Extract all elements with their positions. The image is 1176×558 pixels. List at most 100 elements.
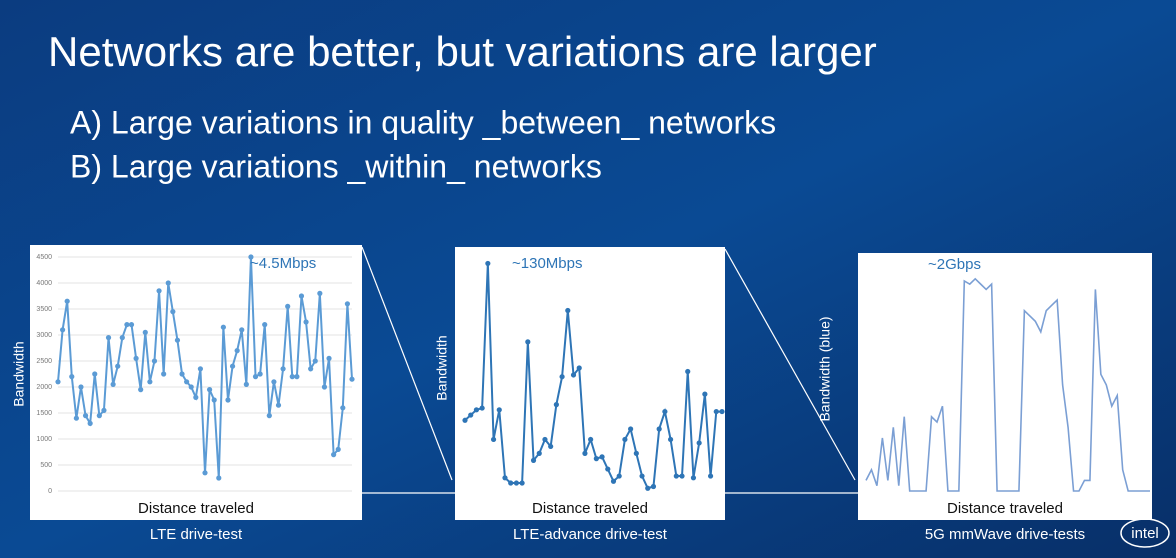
point (147, 379, 153, 385)
point (156, 288, 162, 294)
chart-panel (455, 247, 725, 520)
point (513, 480, 520, 486)
series-line (464, 263, 722, 490)
point (179, 371, 185, 377)
point (184, 379, 190, 385)
y-tick-label: 4500 (36, 254, 52, 261)
caption: 5G mmWave drive-tests (925, 526, 1085, 543)
point (138, 387, 144, 393)
point (565, 307, 571, 314)
point (690, 475, 697, 481)
point (485, 260, 491, 267)
point (570, 372, 577, 378)
point (105, 335, 112, 341)
point (502, 475, 508, 481)
point (335, 446, 341, 452)
point (656, 426, 662, 432)
point (197, 366, 204, 372)
point (174, 337, 181, 343)
point (92, 371, 98, 377)
point (679, 473, 685, 479)
point (702, 391, 708, 397)
point (211, 397, 217, 403)
point (193, 394, 199, 400)
logo-text: intel (1131, 525, 1159, 542)
y-tick-label: 3000 (36, 332, 52, 339)
point (142, 329, 148, 335)
point (696, 440, 702, 446)
y-axis-label: Bandwidth (434, 335, 450, 400)
point: B) Large variations _within_ networks (70, 148, 602, 184)
point (525, 339, 531, 345)
point (128, 322, 135, 328)
point (650, 483, 657, 490)
point (668, 436, 674, 443)
point (645, 485, 651, 491)
point (312, 358, 318, 364)
point (616, 473, 622, 479)
point (257, 371, 263, 377)
slide-title: Networks are better, but variations are … (48, 28, 877, 75)
point (326, 355, 332, 361)
chart-panel (30, 245, 362, 520)
y-tick-label: 2000 (36, 384, 52, 391)
point (216, 475, 222, 481)
point (298, 293, 305, 299)
y-axis-label: Bandwidth (11, 341, 27, 406)
point (605, 466, 611, 472)
point (133, 355, 139, 361)
point (294, 374, 300, 380)
point (151, 358, 158, 364)
y-tick-label: 3500 (36, 306, 52, 313)
point (622, 436, 628, 443)
point (639, 473, 645, 479)
point (321, 384, 328, 390)
point (124, 322, 130, 328)
point (536, 450, 542, 456)
zoom-lines (361, 246, 858, 494)
point (206, 387, 213, 393)
caption: LTE-advance drive-test (513, 526, 668, 543)
point (633, 450, 639, 456)
point (576, 365, 582, 371)
point (266, 413, 272, 419)
point (628, 426, 634, 432)
point: A) Large variations in quality _between_… (70, 104, 776, 140)
point (64, 298, 70, 304)
point (280, 366, 286, 372)
point (340, 405, 346, 411)
point (610, 478, 617, 484)
series-line (865, 277, 1150, 492)
point (275, 402, 282, 408)
point (303, 319, 309, 325)
point (170, 309, 176, 315)
point (519, 480, 525, 486)
point (490, 436, 497, 443)
annotation: ~4.5Mbps (250, 255, 316, 272)
point (165, 280, 171, 286)
point (593, 456, 599, 462)
chart-panel (858, 253, 1152, 520)
point (599, 454, 605, 460)
point (349, 376, 355, 382)
point (542, 436, 548, 443)
x-axis-label: Distance traveled (947, 500, 1063, 517)
y-tick-label: 1000 (36, 436, 52, 443)
point (243, 381, 249, 387)
point (719, 408, 725, 415)
point (473, 407, 480, 413)
point (234, 348, 240, 354)
point (707, 473, 714, 479)
point (115, 363, 121, 369)
point (548, 443, 554, 450)
y-axis-label: Bandwidth (blue) (817, 316, 833, 421)
annotation: ~2Gbps (928, 256, 981, 273)
point (87, 420, 93, 426)
caption: LTE drive-test (150, 526, 243, 543)
point (553, 402, 559, 408)
annotation: ~130Mbps (512, 255, 582, 272)
point (252, 374, 259, 380)
point (588, 436, 594, 443)
x-axis-label: Distance traveled (138, 500, 254, 517)
